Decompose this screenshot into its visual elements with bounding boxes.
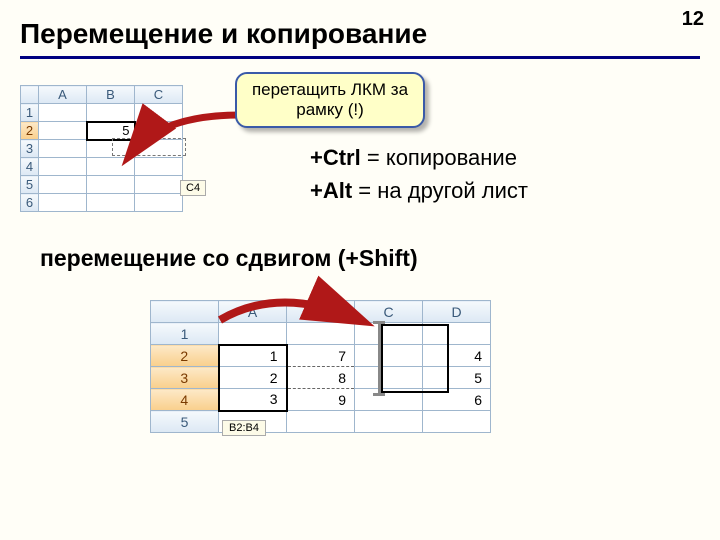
- ctrl-copy-text: +Ctrl = копирование: [310, 145, 517, 171]
- shift-subtitle: перемещение со сдвигом (+Shift): [40, 245, 418, 272]
- grid2-cell: [287, 323, 355, 345]
- grid2-cell: 5: [423, 367, 491, 389]
- grid1-cell: [87, 104, 135, 122]
- page-number: 12: [682, 8, 704, 31]
- grid1-cell-selected: 5: [87, 122, 135, 140]
- spreadsheet-grid-2: A B C D 1 2 1 7 4 3 2 8 5 4 3 9 6: [150, 300, 491, 433]
- grid1-cell: [39, 176, 87, 194]
- grid1-col-header: C: [135, 86, 183, 104]
- title-underline: [20, 56, 700, 59]
- grid2-cell: 6: [423, 389, 491, 411]
- alt-label: +Alt: [310, 178, 352, 203]
- grid2-cell: [355, 411, 423, 433]
- grid1-cell: [135, 104, 183, 122]
- grid1-col-header: A: [39, 86, 87, 104]
- ctrl-label: +Ctrl: [310, 145, 361, 170]
- grid2-insert-cap: [373, 393, 385, 396]
- grid1-cell: [39, 122, 87, 140]
- grid1-cell: [39, 194, 87, 212]
- grid2-cell: [355, 323, 423, 345]
- grid1-row-header: 2: [21, 122, 39, 140]
- grid2-cell: 4: [423, 345, 491, 367]
- grid2-cell: 3: [219, 389, 287, 411]
- ctrl-desc: = копирование: [361, 145, 517, 170]
- grid2-cell: 1: [219, 345, 287, 367]
- grid2-range-tooltip: B2:B4: [222, 420, 266, 436]
- grid1-row-header: 5: [21, 176, 39, 194]
- grid1-row-header: 1: [21, 104, 39, 122]
- grid1-row-header: 3: [21, 140, 39, 158]
- grid1-cell: [87, 176, 135, 194]
- grid2-cell: [355, 345, 423, 367]
- grid2-corner: [151, 301, 219, 323]
- grid1-cell: [135, 122, 183, 140]
- grid2-insert-cap: [373, 321, 385, 324]
- grid2-row-header: 3: [151, 367, 219, 389]
- grid1-corner: [21, 86, 39, 104]
- grid2-cell: [219, 323, 287, 345]
- grid1-row-header: 4: [21, 158, 39, 176]
- grid2-cell: [355, 389, 423, 411]
- grid2-insert-bar: [378, 324, 381, 394]
- grid1-col-header: B: [87, 86, 135, 104]
- grid1-row-header: 6: [21, 194, 39, 212]
- alt-desc: = на другой лист: [352, 178, 528, 203]
- grid1-cell: [39, 158, 87, 176]
- grid2-cell: 7: [287, 345, 355, 367]
- grid2-col-header: C: [355, 301, 423, 323]
- grid2-row-header: 5: [151, 411, 219, 433]
- grid1-cell: [87, 194, 135, 212]
- alt-sheet-text: +Alt = на другой лист: [310, 178, 528, 204]
- grid1-cell: [39, 140, 87, 158]
- grid2-row-header: 4: [151, 389, 219, 411]
- grid2-cell: [423, 411, 491, 433]
- page-title: Перемещение и копирование: [20, 18, 427, 50]
- grid1-cell: [135, 158, 183, 176]
- grid2-row-header: 1: [151, 323, 219, 345]
- grid2-cell: [423, 323, 491, 345]
- grid1-cell: [87, 158, 135, 176]
- grid2-cell: 9: [287, 389, 355, 411]
- grid2-row-header: 2: [151, 345, 219, 367]
- grid2-cell: 2: [219, 367, 287, 389]
- grid1-drag-target: [112, 138, 186, 156]
- grid2-col-header: A: [219, 301, 287, 323]
- grid2-col-header: D: [423, 301, 491, 323]
- grid1-cell: [39, 104, 87, 122]
- grid2-cell: 8: [287, 367, 355, 389]
- grid1-cell-tooltip: C4: [180, 180, 206, 196]
- callout-bubble: перетащить ЛКМ за рамку (!): [235, 72, 425, 128]
- grid2-cell: [355, 367, 423, 389]
- grid2-col-header: B: [287, 301, 355, 323]
- grid1-cell: [135, 176, 183, 194]
- grid1-cell: [135, 194, 183, 212]
- grid2-cell: [287, 411, 355, 433]
